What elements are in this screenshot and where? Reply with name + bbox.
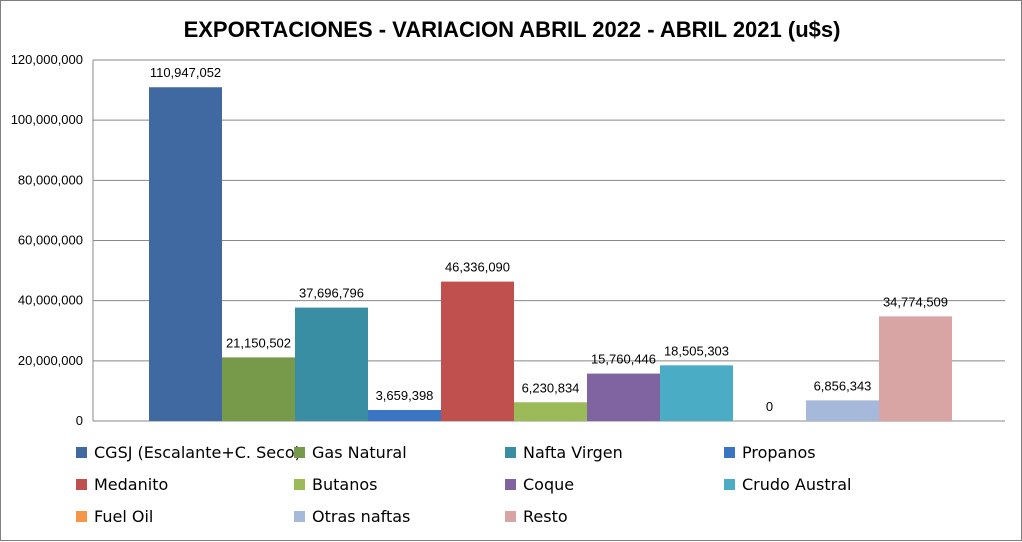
- legend-item: Fuel Oil: [76, 507, 153, 526]
- y-tick-label: 80,000,000: [18, 172, 83, 187]
- bar: [222, 357, 295, 421]
- legend-item: Propanos: [724, 443, 816, 462]
- legend-item: Medanito: [76, 475, 168, 494]
- bar: [660, 365, 733, 421]
- data-label: 37,696,796: [299, 286, 364, 301]
- data-label: 110,947,052: [150, 65, 221, 80]
- bar: [879, 316, 952, 421]
- legend-swatch: [505, 479, 516, 490]
- legend-label: Gas Natural: [312, 443, 407, 462]
- legend-item: Nafta Virgen: [505, 443, 623, 462]
- bar: [587, 373, 660, 421]
- legend-label: Coque: [523, 475, 575, 494]
- legend-label: Butanos: [312, 475, 378, 494]
- legend-swatch: [294, 447, 305, 458]
- bar: [295, 307, 368, 421]
- legend-item: Coque: [505, 475, 574, 494]
- legend-swatch: [294, 479, 305, 490]
- legend-swatch: [76, 447, 87, 458]
- legend-label: CGSJ (Escalante+C. Seco): [94, 443, 301, 462]
- legend-swatch: [724, 447, 735, 458]
- bar: [149, 87, 222, 421]
- legend-item: Otras naftas: [294, 507, 410, 526]
- data-label: 46,336,090: [445, 260, 510, 275]
- bar: [441, 281, 514, 421]
- data-label: 3,659,398: [376, 388, 434, 403]
- data-label: 18,505,303: [664, 343, 729, 358]
- legend-label: Propanos: [742, 443, 816, 462]
- legend-item: Butanos: [294, 475, 377, 494]
- y-tick-label: 40,000,000: [18, 293, 83, 308]
- chart-title: EXPORTACIONES - VARIACION ABRIL 2022 - A…: [183, 17, 841, 42]
- legend-swatch: [505, 511, 516, 522]
- legend-label: Fuel Oil: [94, 507, 154, 526]
- legend-label: Resto: [523, 507, 568, 526]
- legend-item: Gas Natural: [294, 443, 407, 462]
- bar: [806, 400, 879, 421]
- data-label: 15,760,446: [591, 352, 656, 367]
- legend-swatch: [294, 511, 305, 522]
- bar: [514, 402, 587, 421]
- legend-item: Crudo Austral: [724, 475, 851, 494]
- data-label: 34,774,509: [883, 294, 948, 309]
- legend-swatch: [724, 479, 735, 490]
- legend-swatch: [505, 447, 516, 458]
- y-tick-label: 20,000,000: [18, 353, 83, 368]
- data-label: 6,230,834: [522, 380, 580, 395]
- legend-label: Medanito: [94, 475, 169, 494]
- data-label: 21,150,502: [226, 335, 291, 350]
- legend-swatch: [76, 511, 87, 522]
- y-tick-label: 120,000,000: [11, 52, 83, 67]
- data-label: 6,856,343: [814, 378, 872, 393]
- legend-item: Resto: [505, 507, 568, 526]
- bar: [368, 409, 441, 421]
- y-tick-label: 0: [76, 413, 83, 428]
- legend-label: Crudo Austral: [742, 475, 852, 494]
- legend-swatch: [76, 479, 87, 490]
- legend-label: Otras naftas: [312, 507, 411, 526]
- legend-item: CGSJ (Escalante+C. Seco): [76, 443, 301, 462]
- data-label: 0: [766, 399, 773, 414]
- y-tick-label: 60,000,000: [18, 233, 83, 248]
- y-tick-label: 100,000,000: [11, 112, 83, 127]
- legend-label: Nafta Virgen: [523, 443, 623, 462]
